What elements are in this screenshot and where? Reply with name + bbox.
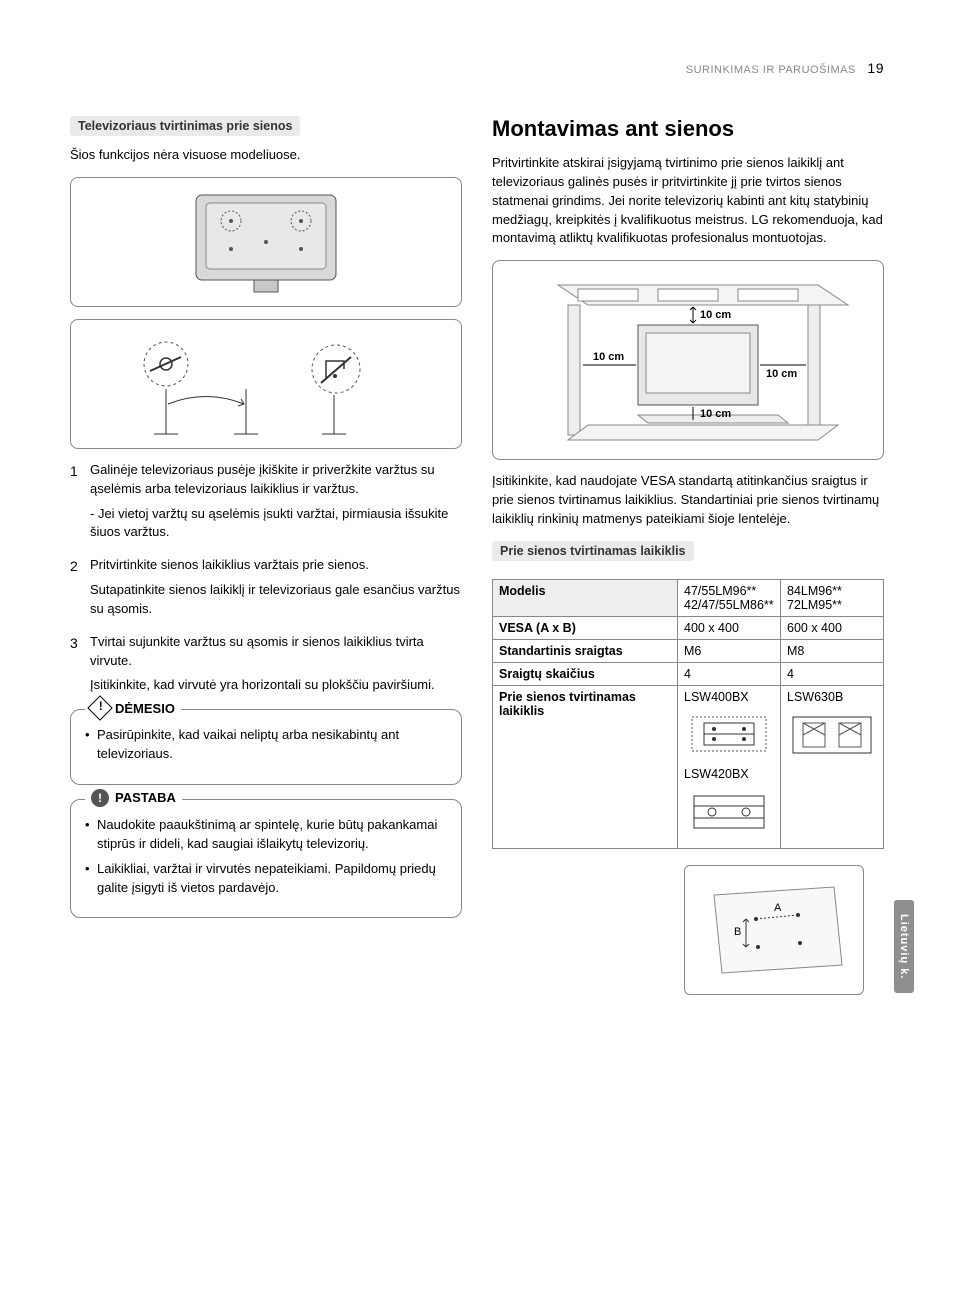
svg-text:10 cm: 10 cm bbox=[700, 408, 731, 420]
page-header: SURINKIMAS IR PARUOŠIMAS 19 bbox=[70, 60, 884, 76]
bracket-icon bbox=[684, 704, 774, 764]
right-column: Montavimas ant sienos Pritvirtinkite ats… bbox=[492, 116, 884, 995]
table-row: VESA (A x B) 400 x 400 600 x 400 bbox=[493, 616, 884, 639]
caution-box: DĖMESIO Pasirūpinkite, kad vaikai nelipt… bbox=[70, 709, 462, 785]
note-title: ! PASTABA bbox=[85, 789, 182, 807]
caution-item: Pasirūpinkite, kad vaikai neliptų arba n… bbox=[97, 726, 447, 764]
step-2: Pritvirtinkite sienos laikiklius varžtai… bbox=[70, 556, 462, 619]
note-item: Naudokite paaukštinimą ar spintelę, kuri… bbox=[97, 816, 447, 854]
table-row: Modelis 47/55LM96** 42/47/55LM86** 84LM9… bbox=[493, 579, 884, 616]
svg-text:10 cm: 10 cm bbox=[593, 351, 624, 363]
bracket-icon bbox=[684, 781, 774, 841]
table-row: Standartinis sraigtas M6 M8 bbox=[493, 639, 884, 662]
info-icon: ! bbox=[91, 789, 109, 807]
bracket-icon bbox=[787, 704, 877, 764]
para-2: Įsitikinkite, kad naudojate VESA standar… bbox=[492, 472, 884, 529]
bracket-diagram bbox=[70, 319, 462, 449]
svg-text:A: A bbox=[774, 902, 782, 914]
svg-text:10 cm: 10 cm bbox=[766, 368, 797, 380]
intro-text: Šios funkcijos nėra visuose modeliuose. bbox=[70, 146, 462, 165]
table-row: Prie sienos tvirtinamas laikiklis LSW400… bbox=[493, 685, 884, 848]
svg-text:B: B bbox=[734, 926, 741, 938]
svg-text:10 cm: 10 cm bbox=[700, 309, 731, 321]
step-1: Galinėje televizoriaus pusėje įkiškite i… bbox=[70, 461, 462, 542]
warning-icon bbox=[87, 696, 112, 721]
table-row: Sraigtų skaičius 4 4 bbox=[493, 662, 884, 685]
steps-list: Galinėje televizoriaus pusėje įkiškite i… bbox=[70, 461, 462, 695]
section-heading: Montavimas ant sienos bbox=[492, 116, 884, 142]
spec-table: Modelis 47/55LM96** 42/47/55LM86** 84LM9… bbox=[492, 579, 884, 849]
section-tag: Televizoriaus tvirtinimas prie sienos bbox=[70, 116, 300, 136]
step-3: Tvirtai sujunkite varžtus su ąsomis ir s… bbox=[70, 633, 462, 696]
para-1: Pritvirtinkite atskirai įsigyjamą tvirti… bbox=[492, 154, 884, 248]
th-model: Modelis bbox=[493, 579, 678, 616]
wall-mount-diagram: 10 cm 10 cm 10 cm 10 cm bbox=[492, 260, 884, 460]
table-tag: Prie sienos tvirtinamas laikiklis bbox=[492, 541, 694, 561]
left-column: Televizoriaus tvirtinimas prie sienos Ši… bbox=[70, 116, 462, 995]
page-number: 19 bbox=[867, 60, 884, 76]
tv-rear-diagram bbox=[70, 177, 462, 307]
note-box: ! PASTABA Naudokite paaukštinimą ar spin… bbox=[70, 799, 462, 918]
note-item: Laikikliai, varžtai ir virvutės nepateik… bbox=[97, 860, 447, 898]
language-tab: Lietuvių k. bbox=[894, 900, 914, 993]
header-section: SURINKIMAS IR PARUOŠIMAS bbox=[686, 64, 856, 76]
caution-title: DĖMESIO bbox=[85, 699, 181, 717]
vesa-diagram: A B bbox=[684, 865, 864, 995]
